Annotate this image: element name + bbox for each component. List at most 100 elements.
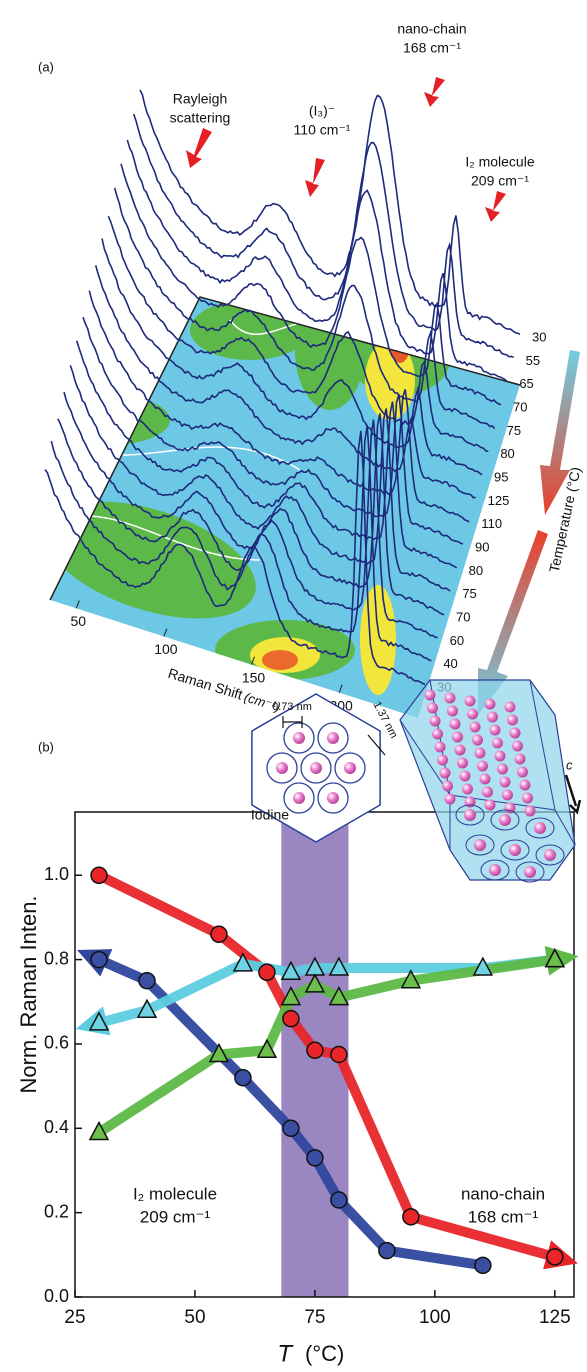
x-axis-unit: (°C) bbox=[305, 1341, 344, 1366]
panel-label: (a) bbox=[38, 59, 54, 74]
iodine-atom bbox=[499, 814, 511, 826]
temperature-label: 55 bbox=[526, 353, 540, 368]
chain-atom bbox=[492, 738, 503, 749]
y-tick-label: 1.0 bbox=[44, 864, 69, 884]
data-point bbox=[307, 1150, 323, 1166]
chain-atom bbox=[477, 761, 488, 772]
iodine-atom bbox=[544, 849, 556, 861]
annotation: nano-chain bbox=[461, 1184, 545, 1203]
x-tick-label: 125 bbox=[539, 1307, 571, 1328]
temperature-label: 75 bbox=[507, 423, 521, 438]
annotation: I₂ molecule bbox=[465, 154, 534, 170]
chain-atom bbox=[467, 709, 478, 720]
y-axis-label: Norm. Raman Inten. bbox=[16, 895, 41, 1093]
iodine-atom bbox=[310, 762, 322, 774]
temperature-label: 60 bbox=[450, 633, 464, 648]
iodine-atom bbox=[344, 762, 356, 774]
annotation: 209 cm⁻¹ bbox=[140, 1207, 211, 1226]
figure: (a)3055657075809512511090807570604030501… bbox=[0, 0, 587, 1372]
chain-atom bbox=[507, 715, 518, 726]
annotation: scattering bbox=[170, 110, 231, 126]
chain-atom bbox=[485, 699, 496, 710]
annotation: 168 cm⁻¹ bbox=[468, 1207, 539, 1226]
iodine-atom bbox=[524, 866, 536, 878]
x-axis-label: T bbox=[277, 1340, 294, 1367]
chain-atom bbox=[445, 794, 456, 805]
chain-atom bbox=[517, 767, 528, 778]
y-tick-label: 0.2 bbox=[44, 1201, 69, 1221]
data-point bbox=[91, 867, 107, 883]
temperature-label: 80 bbox=[500, 446, 514, 461]
chain-atom bbox=[510, 728, 521, 739]
chain-atom bbox=[450, 719, 461, 730]
chain-atom bbox=[452, 732, 463, 743]
temperature-label: 65 bbox=[519, 376, 533, 391]
data-point bbox=[283, 1120, 299, 1136]
annotation: 209 cm⁻¹ bbox=[471, 173, 529, 189]
chain-atom bbox=[470, 722, 481, 733]
data-point bbox=[331, 1192, 347, 1208]
inset-label: c bbox=[566, 757, 573, 772]
chain-atom bbox=[440, 768, 451, 779]
iodine-atom bbox=[293, 732, 305, 744]
chain-atom bbox=[455, 745, 466, 756]
chain-atom bbox=[475, 748, 486, 759]
chain-atom bbox=[425, 690, 436, 701]
panel-a: (a)3055657075809512511090807570604030501… bbox=[30, 21, 584, 718]
iodine-atom bbox=[464, 809, 476, 821]
chain-atom bbox=[465, 696, 476, 707]
chain-atom bbox=[490, 725, 501, 736]
chain-atom bbox=[502, 790, 513, 801]
annotation: 168 cm⁻¹ bbox=[403, 40, 461, 56]
y-tick-label: 0.8 bbox=[44, 948, 69, 968]
inset-label: 0.73 nm bbox=[272, 701, 312, 713]
chain-atom bbox=[462, 784, 473, 795]
chain-atom bbox=[482, 787, 493, 798]
temperature-label: 70 bbox=[513, 399, 527, 414]
chain-atom bbox=[485, 800, 496, 811]
x-tick-label: 50 bbox=[70, 613, 86, 629]
annotation: I₂ molecule bbox=[133, 1184, 217, 1203]
data-point bbox=[475, 1257, 491, 1273]
chain-atom bbox=[512, 741, 523, 752]
peak-arrows bbox=[186, 77, 506, 222]
chain-atom bbox=[522, 793, 533, 804]
x-tick-label: 100 bbox=[419, 1307, 451, 1328]
iodine-atom bbox=[327, 792, 339, 804]
temperature-label: 80 bbox=[469, 563, 483, 578]
data-point bbox=[211, 926, 227, 942]
chain-atom bbox=[445, 693, 456, 704]
chain-atom bbox=[442, 781, 453, 792]
chain-atom bbox=[520, 780, 531, 791]
x-tick-label: 25 bbox=[64, 1307, 85, 1328]
temperature-label: 110 bbox=[481, 516, 502, 531]
chain-atom bbox=[505, 702, 516, 713]
x-tick-label: 100 bbox=[154, 641, 178, 657]
iodine-atom bbox=[534, 822, 546, 834]
temperature-label: 95 bbox=[494, 469, 508, 484]
y-tick-label: 0.4 bbox=[44, 1117, 69, 1137]
chain-atom bbox=[525, 806, 536, 817]
chain-atom bbox=[432, 729, 443, 740]
temperature-label: 90 bbox=[475, 539, 489, 554]
chain-atom bbox=[497, 764, 508, 775]
data-point bbox=[139, 973, 155, 989]
data-point bbox=[91, 952, 107, 968]
data-point bbox=[259, 964, 275, 980]
chain-atom bbox=[500, 777, 511, 788]
chain-atom bbox=[460, 771, 471, 782]
chain-atom bbox=[495, 751, 506, 762]
y-tick-label: 0.6 bbox=[44, 1033, 69, 1053]
data-point bbox=[403, 1209, 419, 1225]
chain-atom bbox=[447, 706, 458, 717]
chain-atom bbox=[427, 703, 438, 714]
temperature-label: 30 bbox=[532, 329, 546, 344]
temperature-label: 40 bbox=[443, 656, 457, 671]
iodine-atom bbox=[293, 792, 305, 804]
x-tick-label: 150 bbox=[242, 669, 266, 685]
chain-atom bbox=[437, 755, 448, 766]
data-point bbox=[307, 1042, 323, 1058]
inset-label: Iodine bbox=[251, 807, 289, 823]
data-point bbox=[547, 1249, 563, 1265]
